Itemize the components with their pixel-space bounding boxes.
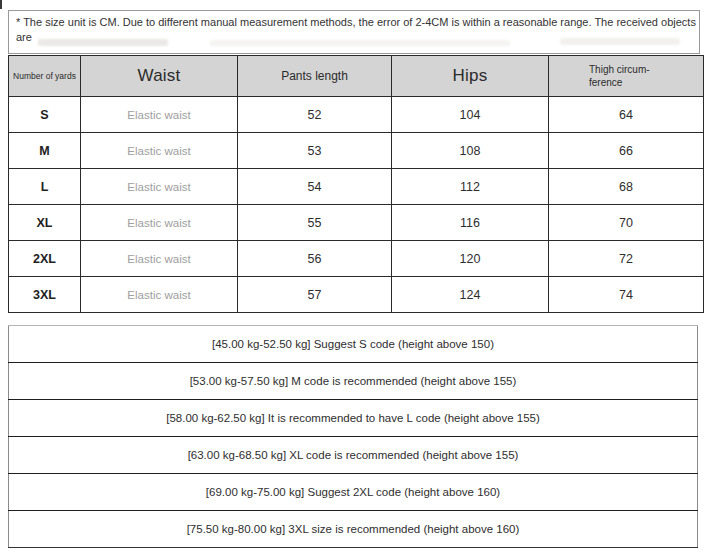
thigh-cell: 74	[549, 277, 704, 313]
pants-length-cell: 54	[238, 169, 392, 205]
pants-length-cell: 56	[238, 241, 392, 277]
column-header-thigh-circumference: Thigh circum-ference	[549, 56, 704, 97]
waist-cell: Elastic waist	[81, 97, 238, 133]
column-header-waist: Waist	[81, 56, 238, 97]
pants-length-cell: 52	[238, 97, 392, 133]
waist-cell: Elastic waist	[81, 241, 238, 277]
thigh-cell: 70	[549, 205, 704, 241]
waist-cell: Elastic waist	[81, 133, 238, 169]
recommendation-text: [53.00 kg-57.50 kg] M code is recommende…	[9, 363, 698, 400]
size-cell: XL	[9, 205, 81, 241]
table-row: XL Elastic waist 55 116 70	[9, 205, 704, 241]
size-cell: M	[9, 133, 81, 169]
recommendation-text: [45.00 kg-52.50 kg] Suggest S code (heig…	[9, 326, 698, 363]
table-row: 2XL Elastic waist 56 120 72	[9, 241, 704, 277]
artifact-corner-mark	[0, 0, 2, 9]
column-header-hips: Hips	[392, 56, 549, 97]
pants-length-cell: 57	[238, 277, 392, 313]
pants-length-cell: 53	[238, 133, 392, 169]
table-row: [75.50 kg-80.00 kg] 3XL size is recommen…	[9, 511, 698, 548]
size-table-header-row: Number of yards Waist Pants length Hips …	[9, 56, 704, 97]
hips-cell: 104	[392, 97, 549, 133]
size-cell: 3XL	[9, 277, 81, 313]
size-table: Number of yards Waist Pants length Hips …	[8, 55, 704, 313]
waist-cell: Elastic waist	[81, 205, 238, 241]
table-row: [63.00 kg-68.50 kg] XL code is recommend…	[9, 437, 698, 474]
hips-cell: 108	[392, 133, 549, 169]
table-row: 3XL Elastic waist 57 124 74	[9, 277, 704, 313]
table-row: [53.00 kg-57.50 kg] M code is recommende…	[9, 363, 698, 400]
thigh-cell: 68	[549, 169, 704, 205]
waist-cell: Elastic waist	[81, 169, 238, 205]
hips-cell: 120	[392, 241, 549, 277]
column-header-pants-length: Pants length	[238, 56, 392, 97]
table-row: M Elastic waist 53 108 66	[9, 133, 704, 169]
hips-cell: 112	[392, 169, 549, 205]
table-row: [69.00 kg-75.00 kg] Suggest 2XL code (he…	[9, 474, 698, 511]
waist-cell: Elastic waist	[81, 277, 238, 313]
pants-length-cell: 55	[238, 205, 392, 241]
size-cell: 2XL	[9, 241, 81, 277]
measurement-note: * The size unit is CM. Due to different …	[8, 10, 700, 54]
recommendation-text: [58.00 kg-62.50 kg] It is recommended to…	[9, 400, 698, 437]
size-chart-page: * The size unit is CM. Due to different …	[0, 0, 708, 560]
thigh-cell: 72	[549, 241, 704, 277]
thigh-circumference-label: Thigh circum-ference	[589, 63, 663, 89]
table-row: [45.00 kg-52.50 kg] Suggest S code (heig…	[9, 326, 698, 363]
note-text-line1: * The size unit is CM. Due to different …	[16, 15, 692, 30]
size-cell: S	[9, 97, 81, 133]
recommendation-table: [45.00 kg-52.50 kg] Suggest S code (heig…	[8, 325, 698, 548]
recommendation-text: [69.00 kg-75.00 kg] Suggest 2XL code (he…	[9, 474, 698, 511]
note-text-line2: are	[16, 30, 692, 45]
hips-cell: 116	[392, 205, 549, 241]
table-row: [58.00 kg-62.50 kg] It is recommended to…	[9, 400, 698, 437]
hips-cell: 124	[392, 277, 549, 313]
column-header-number-of-yards: Number of yards	[9, 56, 81, 97]
recommendation-text: [75.50 kg-80.00 kg] 3XL size is recommen…	[9, 511, 698, 548]
table-row: L Elastic waist 54 112 68	[9, 169, 704, 205]
thigh-cell: 66	[549, 133, 704, 169]
size-cell: L	[9, 169, 81, 205]
recommendation-text: [63.00 kg-68.50 kg] XL code is recommend…	[9, 437, 698, 474]
thigh-cell: 64	[549, 97, 704, 133]
table-row: S Elastic waist 52 104 64	[9, 97, 704, 133]
